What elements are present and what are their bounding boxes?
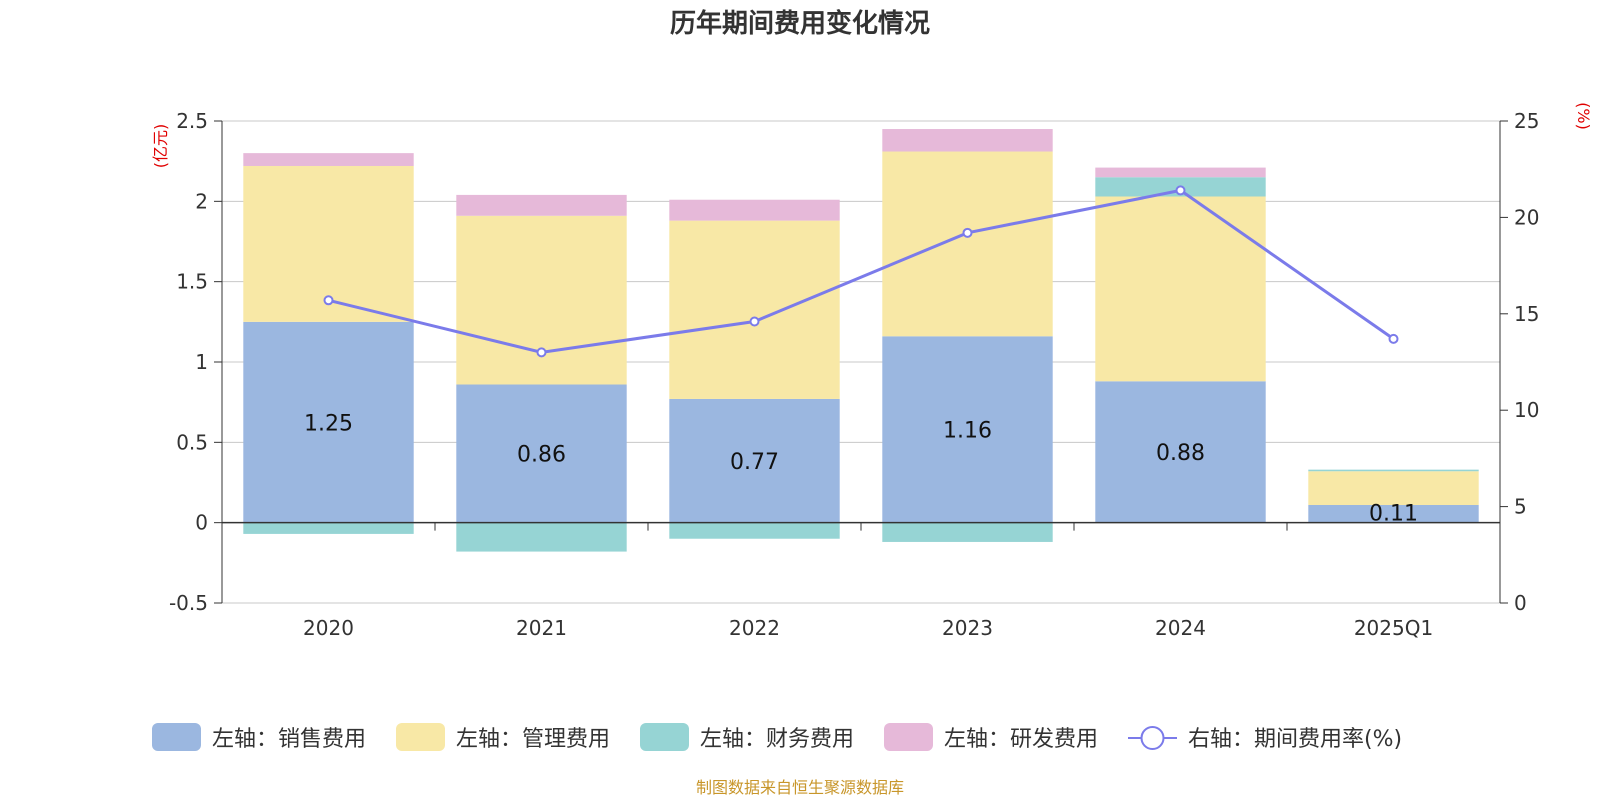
x-tick-label: 2022 [729, 616, 780, 640]
bar-segment [243, 522, 414, 534]
source-note: 制图数据来自恒生聚源数据库 [696, 778, 904, 797]
bar-segment [456, 522, 627, 552]
rate-point [536, 347, 547, 358]
legend-swatch [640, 723, 689, 751]
bar-segment [243, 321, 414, 523]
legend-label: 左轴：研发费用 [944, 727, 1098, 752]
bar-segment [669, 398, 840, 523]
left-tick-label: 0.5 [176, 430, 208, 454]
left-tick-label: 2.5 [176, 109, 208, 133]
bar-segment [1308, 471, 1479, 505]
bar-segment [1308, 469, 1479, 472]
legend-swatch-marker [1140, 726, 1165, 750]
bar-segment [1095, 167, 1266, 178]
rate-point [1175, 185, 1186, 196]
right-tick-label: 0 [1514, 591, 1527, 615]
bar-segment [456, 215, 627, 385]
rate-point [962, 227, 973, 238]
legend-label: 左轴：财务费用 [700, 727, 854, 752]
bar-value-label: 0.88 [1156, 441, 1205, 466]
x-tick-label: 2023 [942, 616, 993, 640]
bar-segment [669, 199, 840, 221]
x-tick-label: 2020 [303, 616, 354, 640]
legend-label: 右轴：期间费用率(%) [1188, 727, 1402, 752]
bar-segment [456, 384, 627, 523]
bars [243, 129, 1479, 552]
legend-label: 左轴：管理费用 [456, 727, 610, 752]
x-tick-label: 2021 [516, 616, 567, 640]
right-tick-label: 25 [1514, 109, 1539, 133]
bar-value-label: 0.11 [1369, 502, 1418, 527]
left-tick-label: -0.5 [169, 591, 208, 615]
data-labels: 1.25 0.86 0.77 1.16 0.88 0.11 [304, 411, 1418, 526]
axes: -0.5 0 0.5 1 1.5 2 2.5 0 5 10 15 20 25 2020 2021 2022 20… [169, 109, 1539, 640]
rate-line-path [328, 188, 1395, 354]
x-tick-label: 2025Q1 [1354, 616, 1433, 640]
bar-segment [882, 151, 1053, 337]
rate-point [323, 295, 334, 306]
bar-value-label: 0.77 [730, 450, 779, 475]
x-tick-label: 2024 [1155, 616, 1206, 640]
legend-swatch [396, 723, 445, 751]
bar-value-label: 0.86 [517, 443, 566, 468]
bar-value-label: 1.25 [304, 411, 353, 436]
bar-segment [1095, 381, 1266, 523]
grid-lines [222, 120, 1500, 604]
left-axis-unit: (亿元) [151, 124, 170, 169]
legend-swatch [884, 723, 933, 751]
right-tick-label: 10 [1514, 398, 1539, 422]
right-tick-label: 15 [1514, 302, 1539, 326]
rate-line [323, 185, 1399, 358]
left-tick-label: 2 [195, 189, 208, 213]
rate-point [1388, 333, 1399, 344]
legend-swatch [152, 723, 201, 751]
legend: 左轴：销售费用 左轴：管理费用 左轴：财务费用 左轴：研发费用 右轴：期间费用率(%) [152, 723, 1402, 752]
legend-label: 左轴：销售费用 [212, 727, 366, 752]
left-tick-label: 1.5 [176, 270, 208, 294]
bar-segment [882, 336, 1053, 523]
bar-value-label: 1.16 [943, 418, 992, 443]
bar-segment [243, 153, 414, 166]
bar-segment [882, 129, 1053, 152]
bar-segment [669, 220, 840, 399]
bar-segment [882, 522, 1053, 542]
chart-title: 历年期间费用变化情况 [670, 8, 930, 39]
right-tick-label: 20 [1514, 205, 1539, 229]
bar-segment [1308, 504, 1479, 523]
bar-segment [1095, 196, 1266, 382]
left-tick-label: 1 [195, 350, 208, 374]
right-tick-label: 5 [1514, 495, 1527, 519]
bar-segment [669, 522, 840, 539]
bar-segment [456, 194, 627, 216]
right-axis-unit: (%) [1574, 102, 1593, 130]
left-tick-label: 0 [195, 511, 208, 535]
rate-point [749, 316, 760, 327]
